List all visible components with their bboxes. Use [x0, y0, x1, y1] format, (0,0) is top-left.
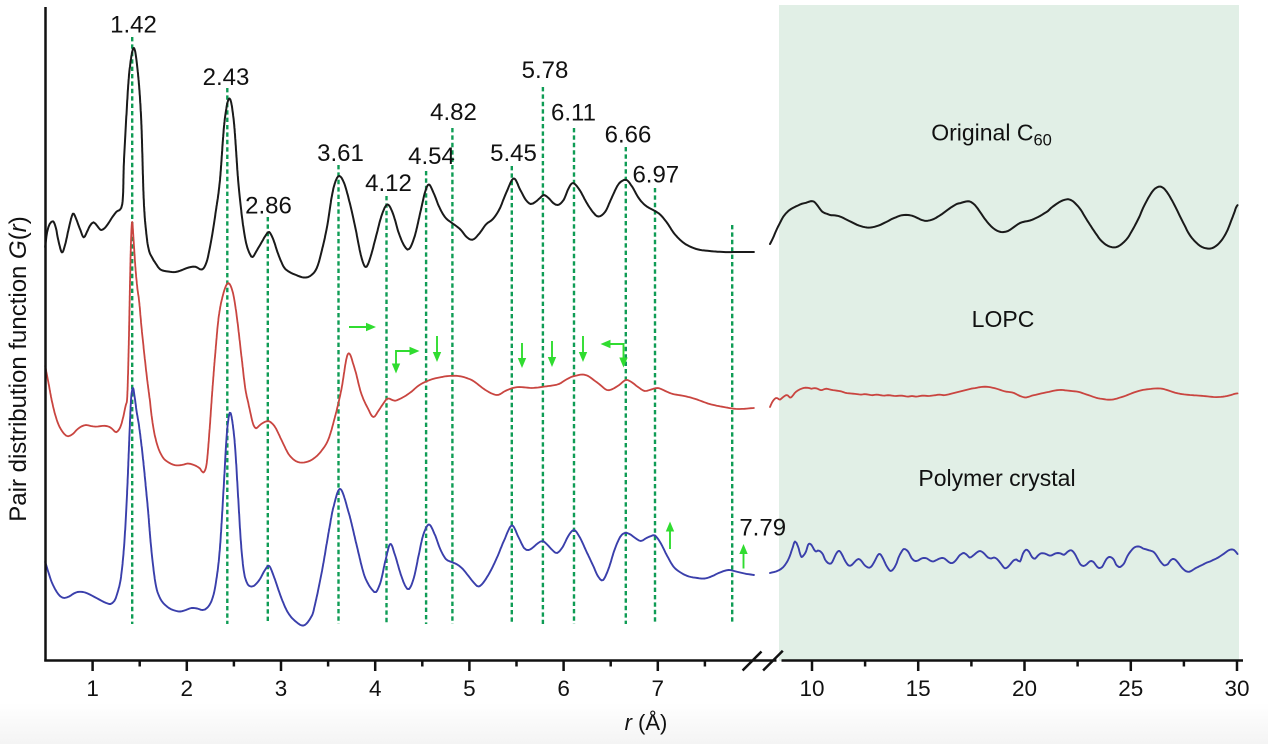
- svg-text:2.43: 2.43: [203, 64, 250, 91]
- svg-text:2.86: 2.86: [245, 193, 292, 220]
- svg-text:5.45: 5.45: [490, 140, 537, 167]
- svg-text:5.78: 5.78: [522, 57, 569, 84]
- svg-text:3: 3: [275, 676, 288, 701]
- svg-text:Original C60: Original C60: [931, 120, 1052, 150]
- svg-text:7.79: 7.79: [739, 515, 786, 542]
- svg-text:r (Å): r (Å): [625, 710, 668, 735]
- svg-text:4.12: 4.12: [365, 170, 412, 197]
- svg-text:4: 4: [369, 676, 382, 701]
- svg-text:3.61: 3.61: [317, 140, 364, 167]
- svg-text:Polymer crystal: Polymer crystal: [918, 465, 1075, 491]
- svg-text:20: 20: [1012, 676, 1037, 701]
- svg-text:2: 2: [181, 676, 194, 701]
- svg-text:Pair distribution function G(r: Pair distribution function G(r): [5, 216, 32, 521]
- svg-text:30: 30: [1224, 676, 1249, 701]
- svg-text:4.82: 4.82: [430, 99, 477, 126]
- svg-text:1.42: 1.42: [110, 12, 157, 39]
- svg-text:7: 7: [652, 676, 665, 701]
- svg-text:4.54: 4.54: [408, 143, 455, 170]
- svg-text:10: 10: [799, 676, 824, 701]
- svg-text:6.11: 6.11: [551, 100, 596, 127]
- svg-text:LOPC: LOPC: [972, 306, 1035, 332]
- svg-text:6.97: 6.97: [632, 162, 679, 189]
- svg-text:15: 15: [906, 676, 931, 701]
- svg-text:6: 6: [557, 676, 570, 701]
- svg-text:5: 5: [463, 676, 476, 701]
- svg-text:1: 1: [86, 676, 99, 701]
- svg-text:6.66: 6.66: [605, 122, 652, 149]
- svg-text:25: 25: [1118, 676, 1143, 701]
